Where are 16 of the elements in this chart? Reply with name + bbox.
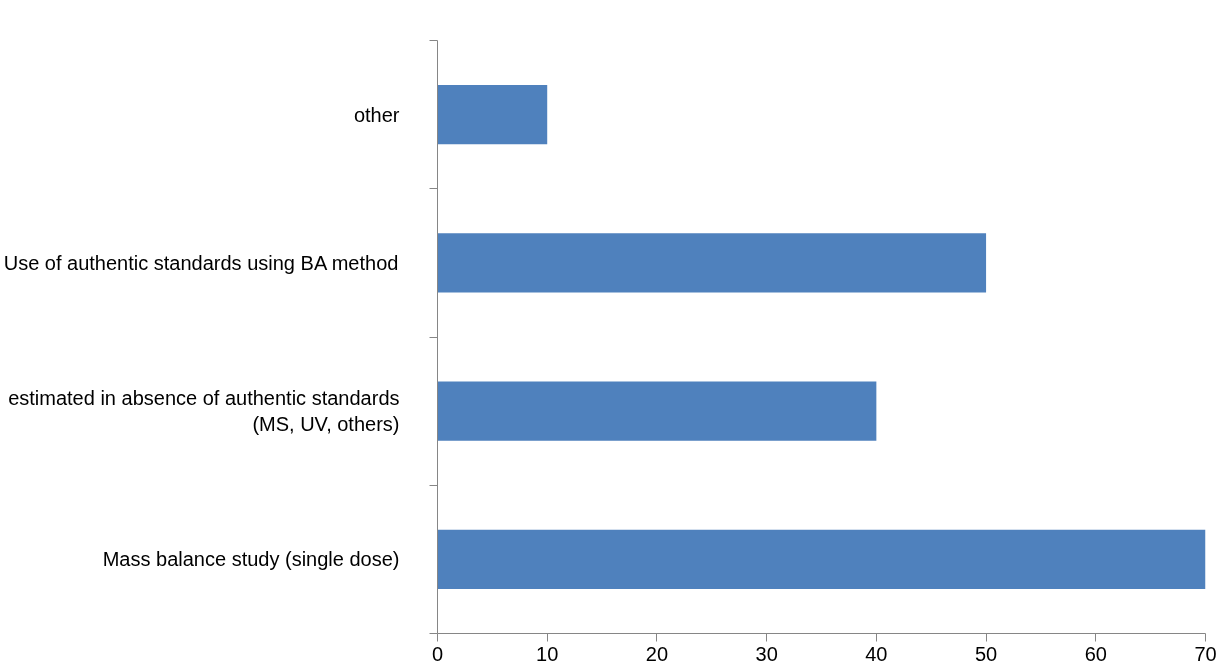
x-tick-label: 20 [645,642,669,663]
bar [437,233,987,293]
bar [437,529,1206,590]
x-tick-label: 10 [536,642,559,663]
bar [437,84,548,145]
y-tick-label: Mass balance study (single dose) [102,548,400,571]
x-tick-label: 0 [431,642,444,663]
x-tick-label: 50 [974,642,998,663]
x-tick-label: 30 [755,642,778,663]
x-tick-label: 60 [1084,642,1107,663]
y-tick-label: Use of authentic standards using BA method [3,251,399,274]
x-tick-label: 70 [1194,642,1217,663]
x-tick-label: 40 [865,642,888,663]
y-tick-label: estimated in absence of authentic standards (MS, UV, others) [8,386,400,436]
bar [437,381,877,441]
y-tick-label: other [353,103,400,126]
